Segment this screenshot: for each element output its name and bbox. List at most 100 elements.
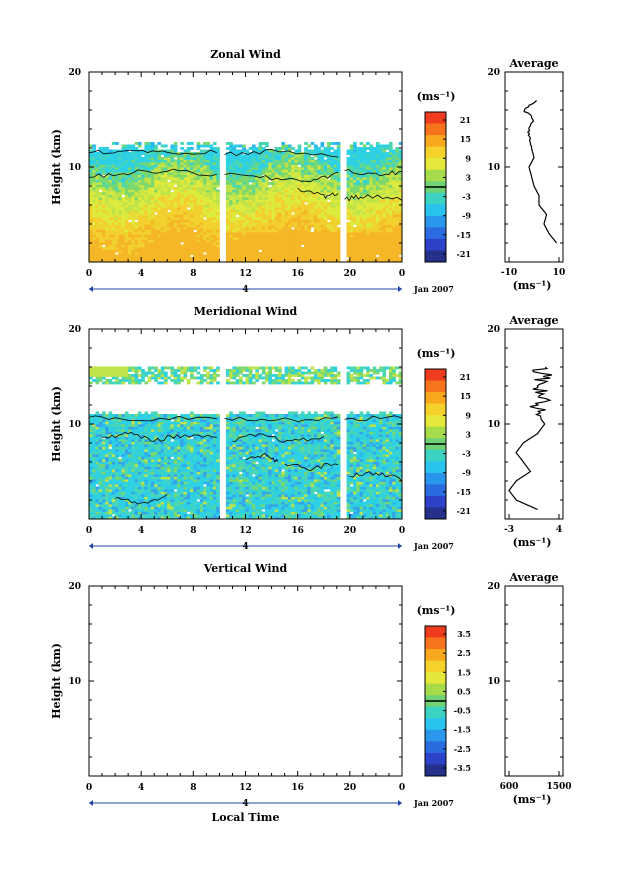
panel-1: Meridional Wind Height (km) 20 10 0 4 8 12 16 20 0… [50,305,564,552]
colorbar-swatch [425,507,446,520]
x-tick-label: 20 [344,526,357,536]
colorbar-swatch [425,135,446,147]
colorbar-tick-label: -15 [457,487,471,497]
date-label: 4 [242,542,248,552]
colorbar-tick-label: 1.5 [457,667,471,677]
colorbar-swatch [425,718,446,731]
x-tick-label: 12 [239,783,252,793]
colorbar-tick-label: -9 [462,211,471,221]
colorbar-swatch [425,403,446,416]
average-x-label: (ms⁻¹) [513,536,552,549]
average-x-tick-label: 600 [500,782,519,792]
colorbar-swatch [425,449,446,462]
colorbar-swatch [425,158,446,170]
colorbar-tick-label: 3 [465,429,471,439]
wind-field [89,366,402,519]
date-label: 4 [242,799,248,809]
colorbar-swatch [425,250,446,263]
plot-frame [88,585,403,777]
x-tick-label: 16 [291,783,304,793]
x-tick-label: 20 [344,783,357,793]
colorbar-swatch [425,146,446,159]
average-profile-line [523,100,557,244]
colorbar-swatch [425,369,446,381]
colorbar-swatch [425,626,446,638]
colorbar-tick-label: -21 [457,249,471,259]
panel-title: Vertical Wind [203,562,288,575]
colorbar-tick-label: -15 [457,230,471,240]
average-frame [504,71,564,263]
colorbar-tick-label: 15 [460,134,471,144]
date-suffix: Jan 2007 [413,284,454,294]
colorbar-swatch [425,227,446,240]
x-tick-label: 4 [138,526,144,536]
x-tick-label: 8 [190,783,196,793]
date-suffix: Jan 2007 [413,541,454,551]
colorbar-tick-label: -9 [462,468,471,478]
colorbar-swatch [425,169,446,182]
date-line-arrow-left [89,800,93,806]
colorbar-swatch [425,238,446,251]
average-title: Average [508,314,558,327]
colorbar-tick-label: 15 [460,391,471,401]
colorbar-tick-label: -0.5 [454,706,471,716]
average-title: Average [508,571,558,584]
panel-title: Meridional Wind [194,305,298,318]
x-tick-label: 4 [138,783,144,793]
x-tick-label: 12 [239,269,252,279]
y-tick-label: 10 [68,677,81,687]
x-tick-label: 0 [86,783,92,793]
date-suffix: Jan 2007 [413,798,454,808]
x-tick-label: 0 [399,783,405,793]
colorbar-swatch [425,461,446,474]
x-tick-label: 16 [291,526,304,536]
x-tick-label: 0 [86,269,92,279]
colorbar-swatch [425,112,446,124]
y-tick-label: 20 [68,325,81,335]
average-x-tick-label: -3 [504,525,514,535]
x-tick-label: 4 [138,269,144,279]
colorbar-swatch [425,123,446,136]
y-axis-label: Height (km) [50,643,63,719]
colorbar-swatch [425,729,446,742]
average-y-tick-label: 10 [487,163,500,173]
date-label: 4 [242,285,248,295]
ticks [88,328,403,520]
y-axis-label: Height (km) [50,386,63,462]
colorbar-unit: (ms⁻¹) [417,90,456,103]
panel-0: Zonal Wind Height (km) 20 10 0 4 8 12 16 20 0 4 Jan … [50,48,565,295]
date-line-arrow-left [89,543,93,549]
x-tick-label: 12 [239,526,252,536]
x-tick-label: 0 [86,526,92,536]
average-ticks [505,328,563,520]
average-x-label: (ms⁻¹) [513,279,552,292]
ticks [88,71,403,263]
average-ticks [505,585,563,777]
colorbar-tick-label: 21 [460,115,471,125]
colorbar-tick-label: 0.5 [457,686,471,696]
contour-lines [89,149,402,202]
average-x-tick-label: 4 [556,525,562,535]
date-line-arrow-left [89,286,93,292]
panel-title: Zonal Wind [210,48,281,61]
average-y-tick-label: 10 [487,677,500,687]
colorbar-tick-label: -3.5 [454,763,471,773]
contour-lines [89,415,402,505]
average-y-tick-label: 20 [487,325,500,335]
colorbar-swatch [425,672,446,684]
colorbar-unit: (ms⁻¹) [417,347,456,360]
colorbar-tick-label: -21 [457,506,471,516]
colorbar-swatch [425,192,446,205]
colorbar-swatch [425,392,446,404]
ticks [88,585,403,777]
x-axis-label: Local Time [212,811,280,824]
y-axis-label: Height (km) [50,129,63,205]
y-tick-label: 10 [68,420,81,430]
average-profile-line [508,366,553,511]
date-line-arrow-right [398,800,402,806]
x-tick-label: 0 [399,526,405,536]
colorbar-tick-label: 9 [465,410,471,420]
colorbar-tick-label: -2.5 [454,744,471,754]
colorbar-swatch [425,495,446,508]
colorbar-swatch [425,484,446,497]
